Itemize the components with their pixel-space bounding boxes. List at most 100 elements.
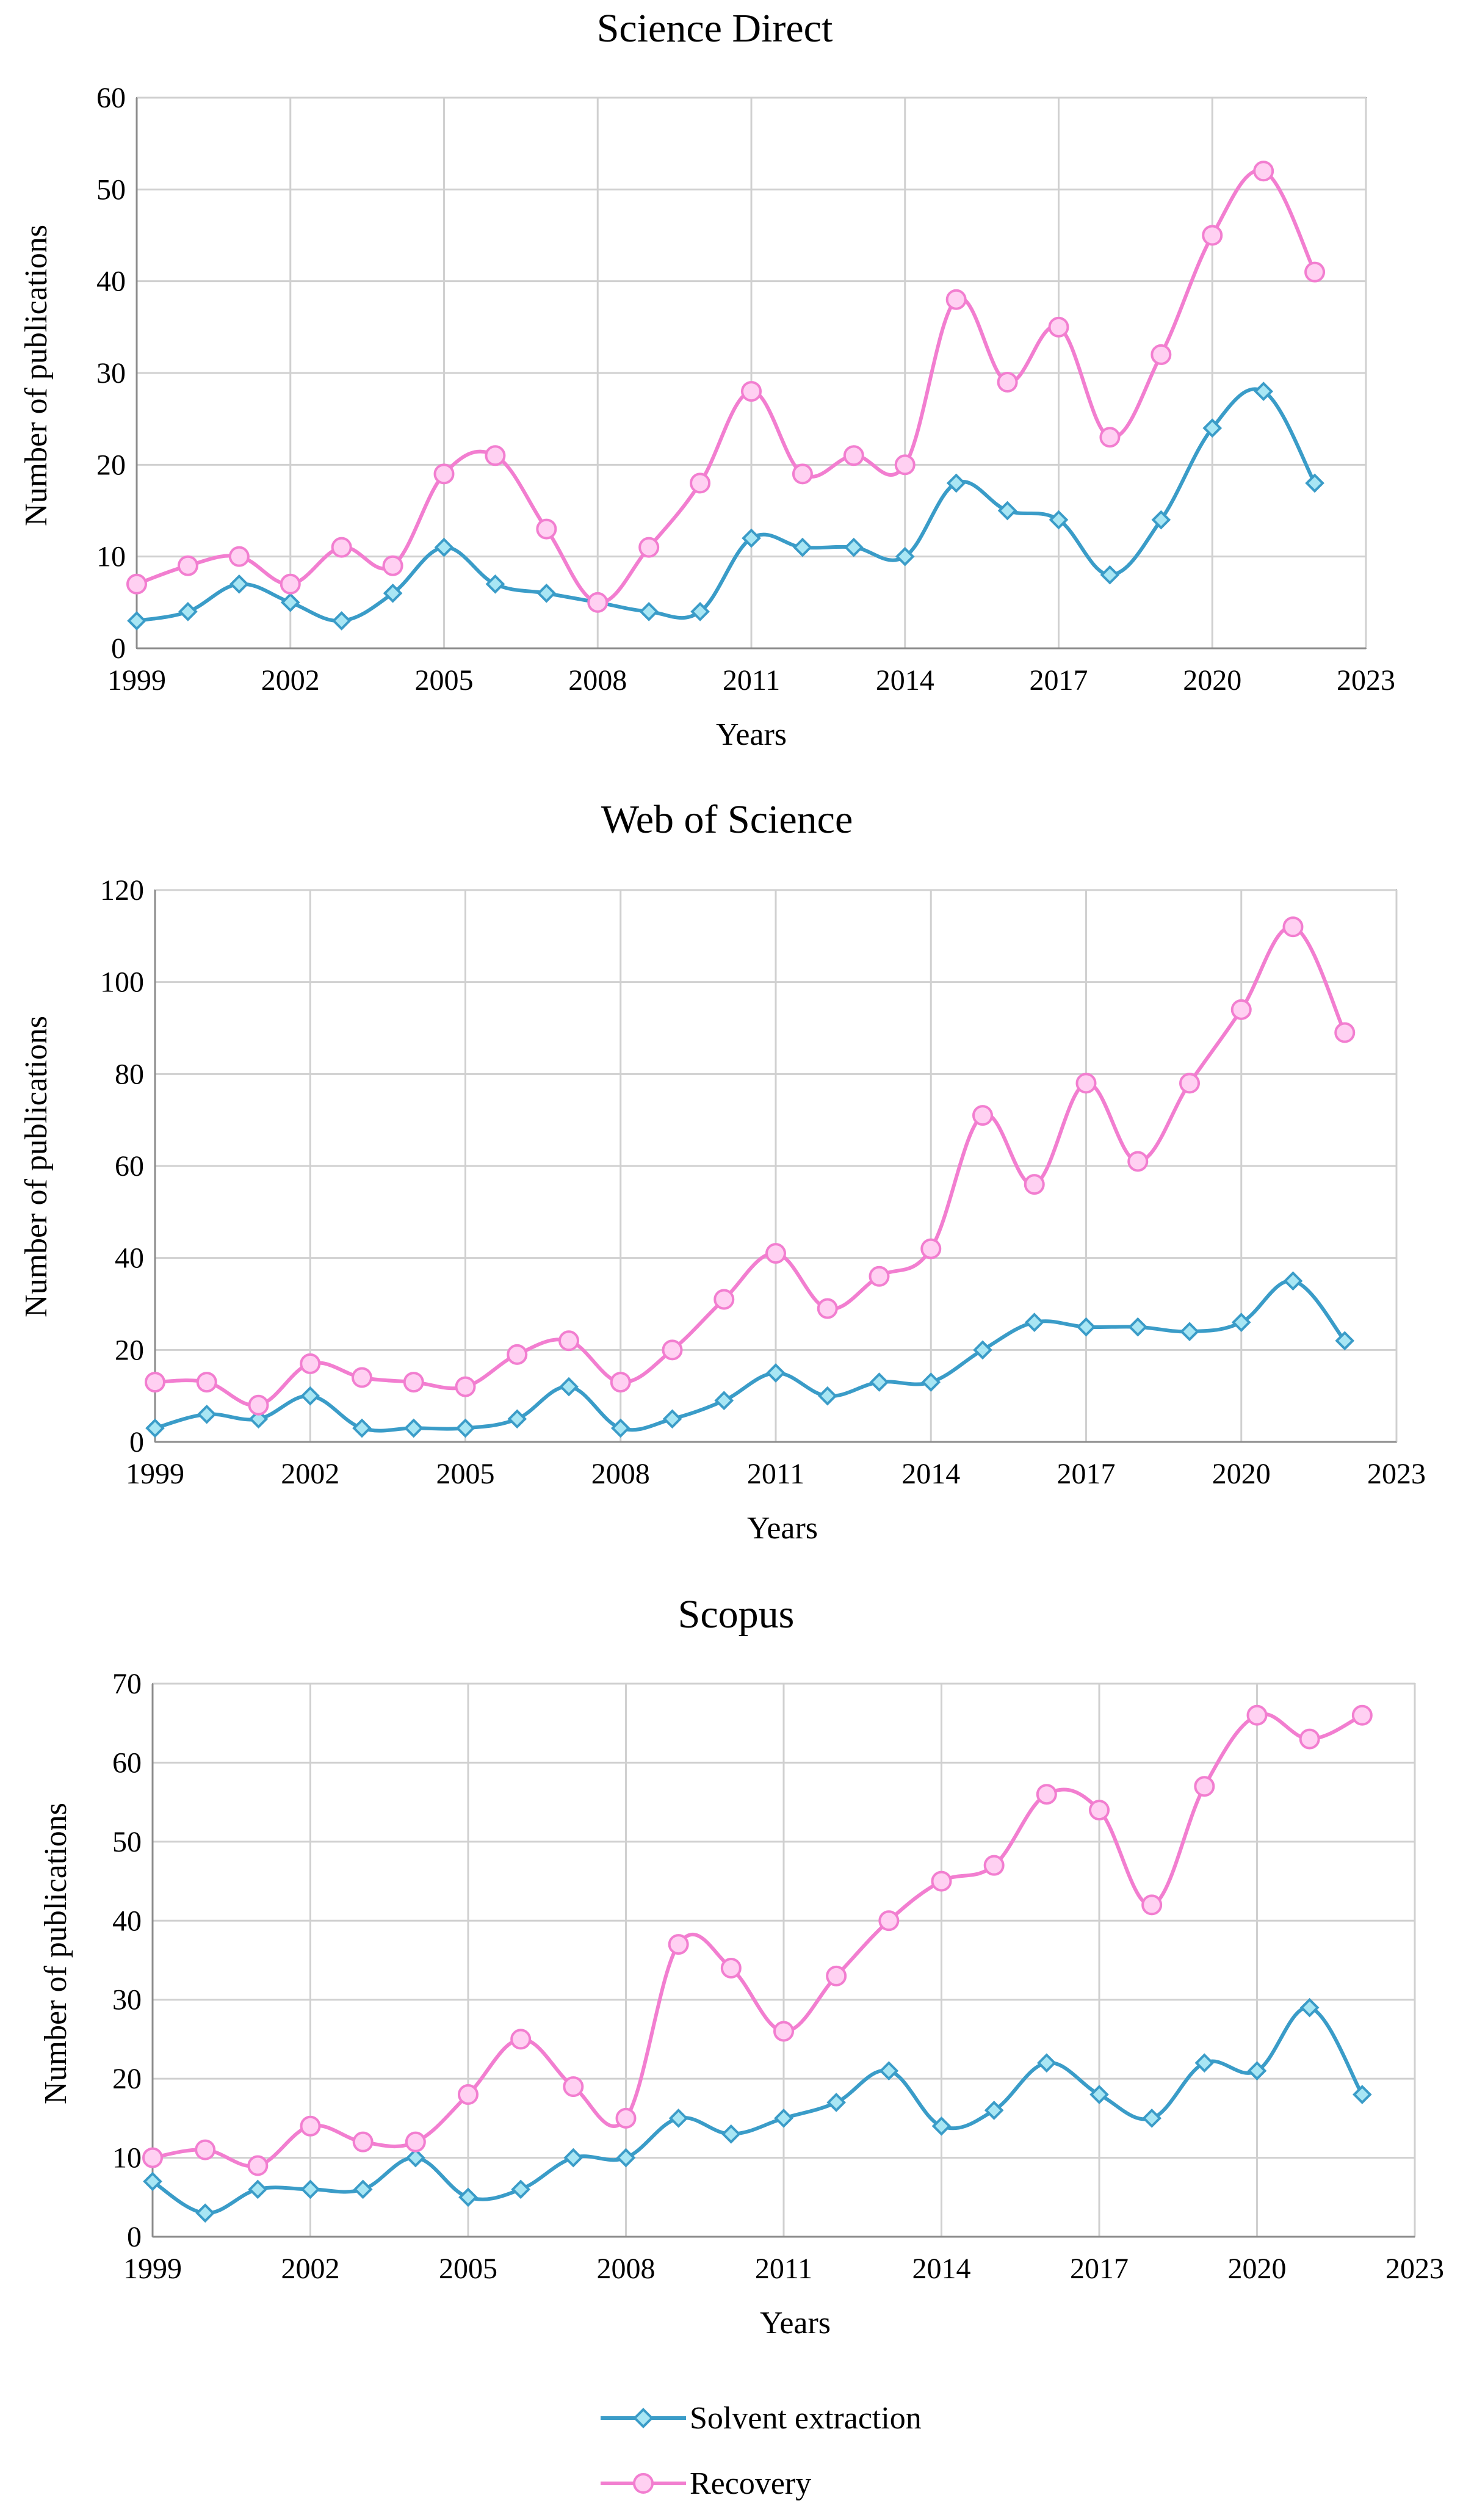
data-point-recovery <box>817 1298 838 1319</box>
data-point-recovery <box>690 472 711 494</box>
data-point-solvent-extraction <box>984 2101 1004 2120</box>
y-tick-label: 30 <box>112 1984 142 2016</box>
data-point-solvent-extraction <box>248 1409 269 1429</box>
data-point-recovery <box>920 1238 942 1259</box>
y-tick-label: 40 <box>115 1242 144 1275</box>
series <box>142 1704 1373 2223</box>
data-point-solvent-extraction <box>195 2203 215 2223</box>
data-point-solvent-extraction <box>639 602 659 621</box>
data-point-solvent-extraction <box>178 602 198 621</box>
x-tick-label: 1999 <box>126 1458 184 1490</box>
data-point-solvent-extraction <box>507 1409 527 1429</box>
data-point-solvent-extraction <box>352 1418 372 1438</box>
data-point-solvent-extraction <box>1180 1322 1199 1342</box>
data-point-recovery <box>741 381 762 402</box>
grid <box>151 1682 1416 2238</box>
data-point-recovery <box>1024 1174 1045 1195</box>
series <box>145 916 1356 1438</box>
data-point-recovery <box>972 1105 993 1126</box>
y-tick-label: 20 <box>96 449 126 481</box>
data-point-solvent-extraction <box>921 1372 941 1392</box>
data-point-solvent-extraction <box>559 1377 579 1397</box>
chart-science-direct: Science Direct 0 10 20 30 40 50 60 1999 2002 2005… <box>19 6 1395 752</box>
data-point-solvent-extraction <box>973 1340 992 1360</box>
data-point-solvent-extraction <box>742 528 761 548</box>
legend-label-recovery: Recovery <box>690 2466 811 2501</box>
data-point-solvent-extraction <box>895 546 915 567</box>
data-point-solvent-extraction <box>1194 2053 1215 2073</box>
data-point-recovery <box>536 518 557 540</box>
chart-scopus: Scopus 0 10 20 30 40 50 60 70 1999 2002 2005 2008 20… <box>38 1592 1444 2341</box>
data-point-solvent-extraction <box>1202 418 1223 438</box>
y-tick-label: 0 <box>129 1426 144 1458</box>
data-point-recovery <box>1202 225 1223 246</box>
data-point-recovery <box>662 1339 683 1361</box>
data-point-recovery <box>713 1289 735 1310</box>
data-point-recovery <box>507 1344 528 1365</box>
data-point-solvent-extraction <box>690 602 710 621</box>
data-point-recovery <box>1351 1704 1373 1726</box>
data-point-solvent-extraction <box>817 1386 837 1406</box>
data-point-recovery <box>403 1372 424 1393</box>
data-point-recovery <box>587 592 609 613</box>
x-tick-label: 2017 <box>1030 664 1088 697</box>
data-point-solvent-extraction <box>844 537 864 557</box>
data-point-solvent-extraction <box>1076 1317 1096 1337</box>
legend-circle-icon <box>633 2473 654 2494</box>
data-point-recovery <box>352 1367 372 1388</box>
data-point-solvent-extraction <box>1231 1312 1251 1332</box>
data-point-recovery <box>720 1957 742 1979</box>
data-point-recovery <box>1282 916 1304 938</box>
x-tick-label: 2014 <box>912 2253 971 2285</box>
y-axis-label: Number of publications <box>19 1016 54 1317</box>
y-tick-label: 100 <box>100 966 144 999</box>
data-point-solvent-extraction <box>300 1386 320 1406</box>
data-point-recovery <box>247 2155 269 2176</box>
data-point-recovery <box>997 372 1018 393</box>
y-tick-label: 50 <box>96 173 126 206</box>
data-point-solvent-extraction <box>662 1409 682 1429</box>
data-point-recovery <box>1253 161 1274 182</box>
data-point-solvent-extraction <box>1024 1312 1044 1332</box>
data-point-solvent-extraction <box>610 1418 630 1438</box>
data-point-solvent-extraction <box>1305 473 1324 493</box>
data-point-solvent-extraction <box>485 574 505 594</box>
x-tick-label: 2008 <box>568 664 627 697</box>
series-line-solvent-extraction <box>151 2005 1364 2215</box>
data-point-solvent-extraction <box>1089 2085 1109 2104</box>
x-tick-label: 2008 <box>597 2253 656 2285</box>
data-point-recovery <box>773 2021 794 2042</box>
data-point-solvent-extraction <box>229 574 249 594</box>
data-point-recovery <box>1194 1776 1215 1797</box>
data-point-solvent-extraction <box>1335 1331 1355 1351</box>
data-point-recovery <box>126 573 147 595</box>
data-point-solvent-extraction <box>793 537 812 557</box>
data-point-solvent-extraction <box>563 2148 583 2168</box>
x-tick-label: 2020 <box>1212 1458 1271 1490</box>
x-tick-label: 2005 <box>436 1458 495 1490</box>
data-point-recovery <box>177 555 198 576</box>
data-point-solvent-extraction <box>826 2093 846 2112</box>
y-tick-label: 40 <box>112 1905 142 1937</box>
legend-diamond-icon <box>633 2408 654 2428</box>
data-point-recovery <box>1036 1784 1057 1805</box>
data-point-solvent-extraction <box>197 1404 217 1424</box>
data-point-solvent-extraction <box>127 611 146 631</box>
y-tick-label: 70 <box>112 1668 142 1700</box>
data-point-recovery <box>668 1934 689 1955</box>
data-point-solvent-extraction <box>434 537 454 557</box>
data-point-recovery <box>610 1372 631 1393</box>
data-point-solvent-extraction <box>668 2109 688 2128</box>
y-tick-label: 50 <box>112 1826 142 1858</box>
chart-title: Scopus <box>678 1592 795 1637</box>
data-point-solvent-extraction <box>1299 1997 1320 2018</box>
data-point-recovery <box>433 463 455 485</box>
data-point-solvent-extraction <box>280 593 300 612</box>
data-point-solvent-extraction <box>869 1372 889 1392</box>
data-point-recovery <box>931 1870 952 1892</box>
y-tick-label: 10 <box>96 541 126 573</box>
x-tick-label: 2020 <box>1183 664 1241 697</box>
data-point-solvent-extraction <box>1353 2085 1372 2104</box>
data-point-recovery <box>405 2131 426 2152</box>
data-point-recovery <box>145 1372 165 1393</box>
